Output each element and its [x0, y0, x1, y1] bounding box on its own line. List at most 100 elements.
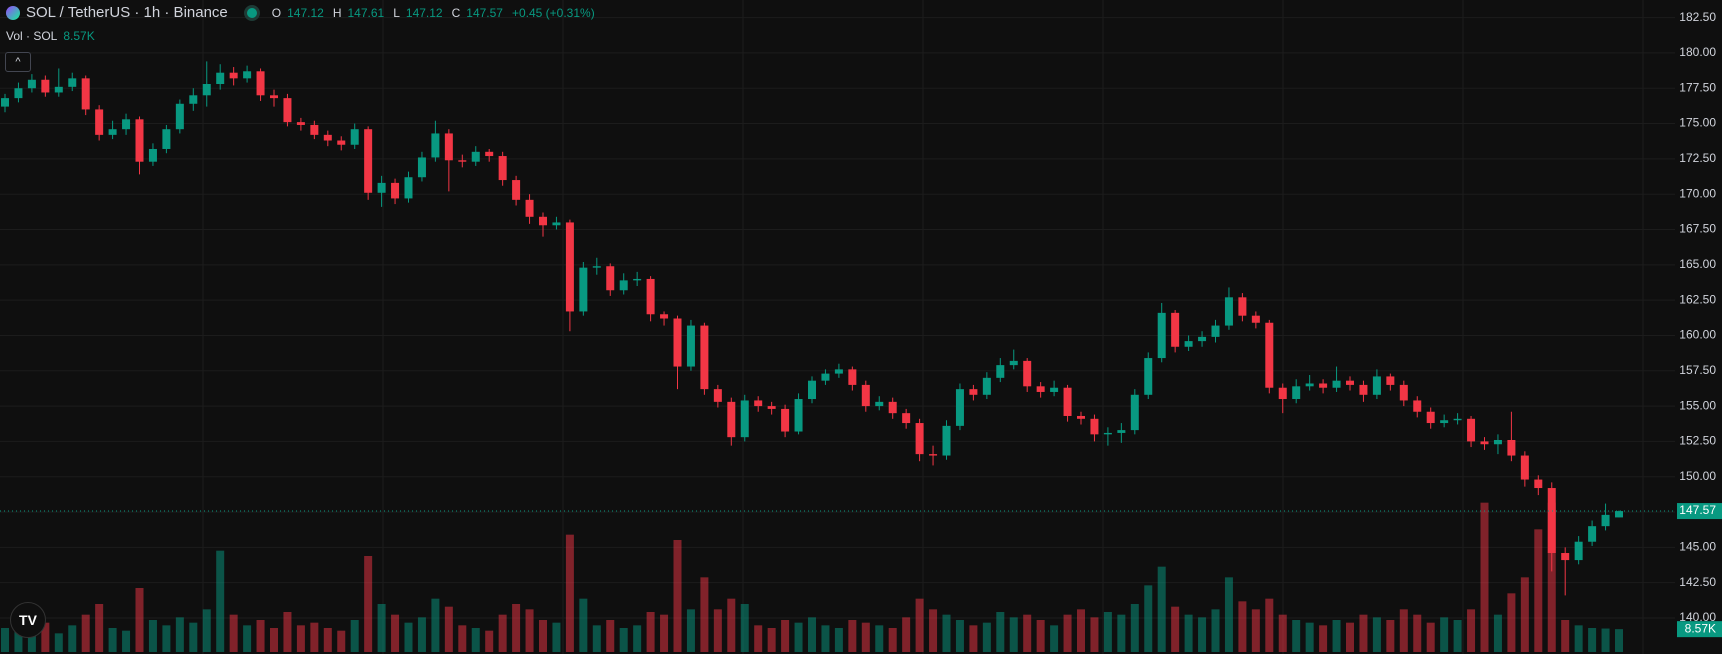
volume-bar: [955, 620, 964, 652]
volume-bar: [122, 630, 131, 652]
ohlc-value: 147.12: [287, 5, 324, 20]
candle-body: [202, 83, 211, 96]
candle-body: [471, 151, 480, 162]
volume-bar: [1507, 593, 1516, 652]
volume-bar: [175, 617, 184, 652]
volume-bar: [270, 628, 278, 652]
candle-body: [673, 318, 682, 367]
candle-body: [1319, 383, 1328, 388]
volume-bar: [135, 588, 144, 652]
candle-body: [1292, 386, 1301, 400]
volume-bar: [148, 620, 157, 652]
volume-bar: [552, 622, 561, 652]
candle-body: [1561, 553, 1570, 561]
change: +0.45 (+0.31%): [511, 5, 595, 20]
y-tick-label: 177.50: [1679, 80, 1716, 94]
volume-bar: [471, 628, 480, 652]
volume-bar: [1588, 628, 1597, 652]
volume-bar: [700, 577, 709, 652]
candle-body: [942, 425, 951, 456]
candle-body: [834, 369, 843, 374]
candle-body: [296, 122, 305, 125]
candle-body: [1467, 418, 1476, 442]
candle-body: [1171, 312, 1180, 347]
candle-body: [1103, 432, 1112, 435]
candle-body: [1453, 418, 1462, 421]
y-tick-label: 180.00: [1679, 45, 1716, 59]
y-tick-label: 157.50: [1679, 363, 1716, 377]
volume-bar: [834, 628, 843, 652]
volume-bar: [1, 628, 9, 652]
candle-body: [404, 177, 413, 199]
volume-bar: [767, 628, 776, 652]
candle-body: [1332, 380, 1341, 388]
candle-body: [1278, 387, 1287, 400]
volume-bar: [1171, 606, 1180, 652]
volume-bar: [660, 614, 669, 652]
candle-body: [417, 157, 426, 178]
candle-body: [861, 384, 870, 407]
candle-body: [256, 71, 265, 96]
candle-body: [686, 325, 695, 367]
volume-bar: [391, 614, 400, 652]
volume-bar: [996, 612, 1005, 652]
candle-body: [1184, 341, 1193, 347]
candle-body: [982, 377, 991, 395]
volume-bar: [364, 556, 373, 652]
candle-body: [229, 72, 238, 79]
volume-bar: [606, 620, 615, 652]
volume-bar: [1440, 617, 1449, 652]
collapse-button[interactable]: ^: [5, 52, 31, 72]
volume-bar: [875, 625, 884, 652]
ohlc-value: 147.12: [405, 5, 443, 20]
volume-bar: [794, 622, 803, 652]
candle-body: [391, 182, 400, 199]
volume-bar: [1615, 629, 1623, 652]
volume-bar: [81, 614, 90, 652]
volume-bar: [781, 620, 790, 652]
candle-body: [81, 78, 90, 110]
candle-body: [270, 95, 278, 99]
symbol-title[interactable]: SOL / TetherUS · 1h · Binance: [26, 4, 228, 21]
candle-body: [68, 78, 77, 87]
tv-logo[interactable]: TV: [10, 602, 46, 638]
volume-bar: [162, 625, 171, 652]
last-price-box: [1677, 503, 1722, 520]
ohlc-value: 147.61: [347, 5, 385, 20]
candle-body: [1036, 386, 1045, 392]
candle-body: [458, 160, 467, 162]
volume-bar: [283, 612, 292, 652]
candle-body: [283, 98, 292, 123]
candle-body: [525, 199, 534, 217]
candle-body: [740, 400, 749, 438]
volume-bar: [1090, 617, 1099, 652]
y-tick-label: 160.00: [1679, 328, 1716, 342]
volume-bar: [1251, 609, 1260, 652]
volume-bar: [727, 598, 736, 652]
volume-bar: [1050, 625, 1059, 652]
candle-body: [1520, 455, 1529, 480]
candle-body: [122, 119, 131, 130]
candle-body: [727, 401, 736, 438]
candle-body: [1359, 384, 1368, 395]
candle-body: [1251, 315, 1260, 323]
candle-body: [579, 267, 588, 312]
y-tick-label: 175.00: [1679, 116, 1716, 130]
volume-bar: [1359, 614, 1368, 652]
status-dot: [243, 4, 260, 21]
volume-bar: [296, 625, 305, 652]
volume-bar: [592, 625, 601, 652]
candle-body: [175, 103, 184, 130]
volume-bar: [1144, 585, 1153, 652]
y-tick-label: 170.00: [1679, 186, 1716, 200]
candle-body: [781, 408, 790, 432]
candle-body: [1305, 383, 1314, 387]
volume-bar: [498, 614, 507, 652]
candle-body: [498, 156, 507, 181]
volume-bar: [525, 609, 534, 652]
candle-body: [162, 129, 171, 149]
candle-body: [1440, 420, 1449, 424]
volume-bar: [95, 604, 104, 652]
volume-legend: Vol · SOL 8.57K: [6, 29, 95, 43]
